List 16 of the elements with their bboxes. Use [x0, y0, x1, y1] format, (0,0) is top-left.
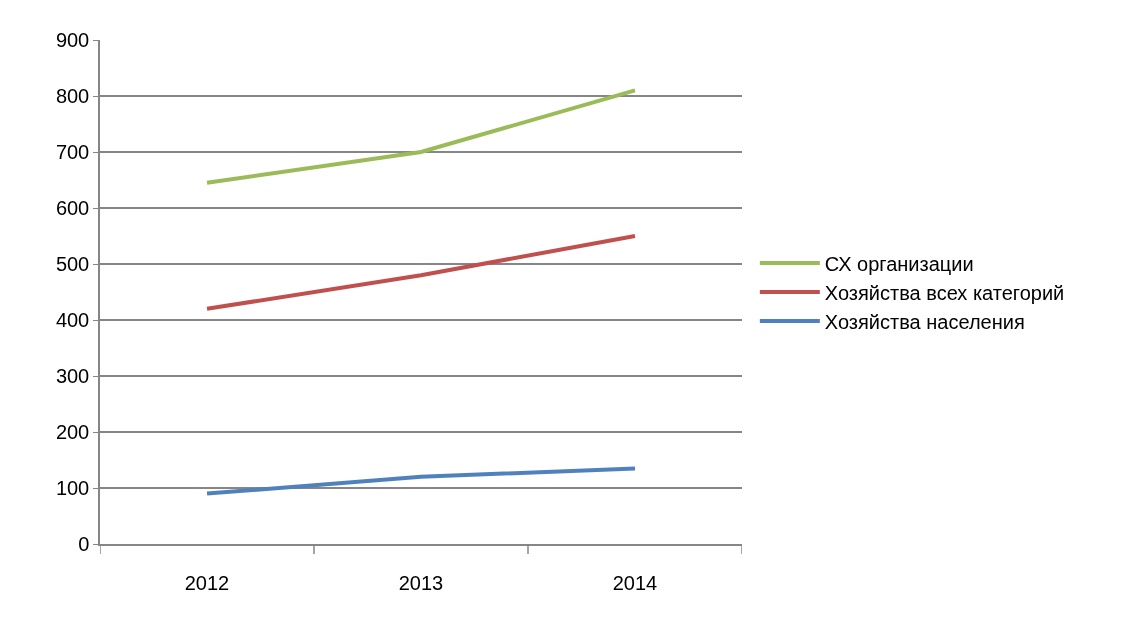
y-tick-label: 500 — [55, 253, 90, 275]
y-tick-label: 800 — [55, 85, 90, 107]
legend-label: Хозяйства всех категорий — [824, 281, 1065, 304]
y-tick-label: 600 — [55, 197, 90, 219]
legend-label: СХ организации — [824, 252, 974, 275]
y-tick-label: 100 — [55, 477, 90, 499]
y-tick-label: 0 — [78, 533, 90, 555]
y-tick-label: 900 — [55, 29, 90, 51]
x-tick-label: 2013 — [398, 571, 444, 594]
y-tick-label: 200 — [55, 421, 90, 443]
y-tick-label: 400 — [55, 309, 90, 331]
legend-label: Хозяйства населения — [824, 310, 1025, 333]
y-tick-label: 700 — [55, 141, 90, 163]
x-tick-label: 2012 — [184, 571, 230, 594]
x-tick-label: 2014 — [612, 571, 658, 594]
y-tick-label: 300 — [55, 365, 90, 387]
